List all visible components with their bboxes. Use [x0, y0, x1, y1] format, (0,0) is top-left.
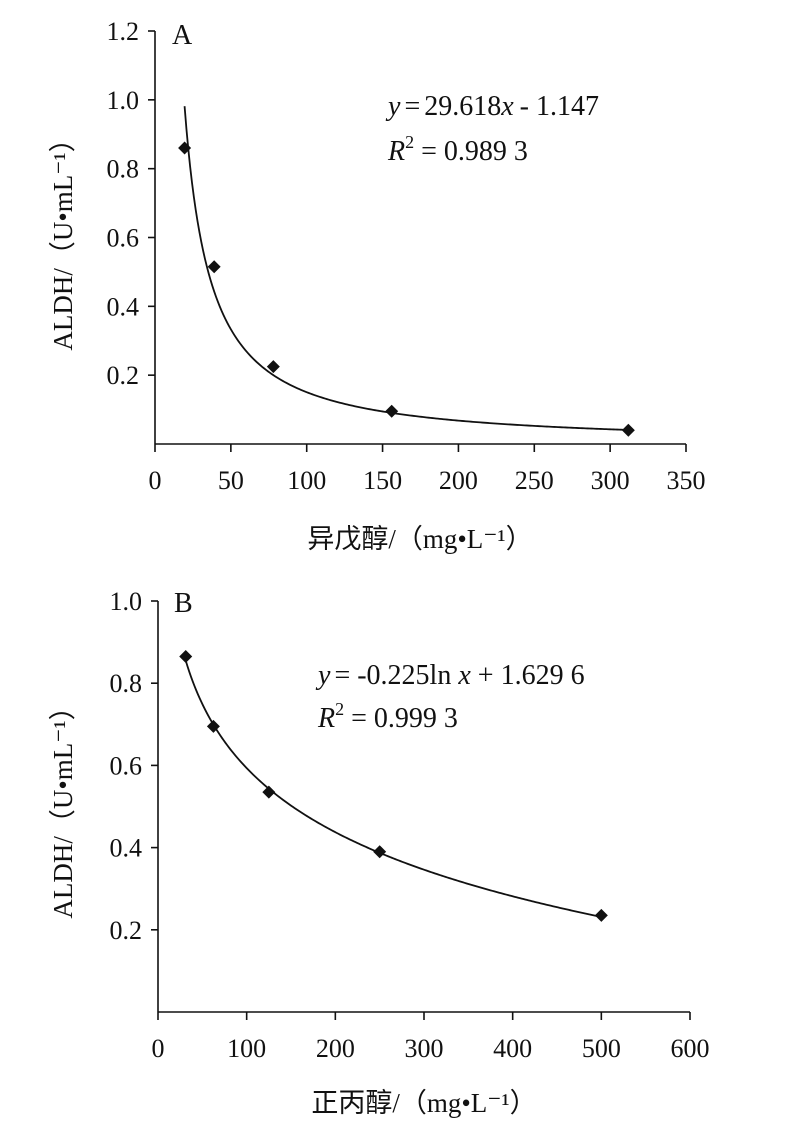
panel-a-x-tick-label: 200: [439, 466, 478, 495]
panel-a-axes: [148, 30, 687, 452]
panel-a-y-tick-labels: 0.2 0.4 0.6 0.8 1.0 1.2: [107, 17, 140, 390]
panel-a-x-tick-labels: 0 50 100 150 200 250 300 350: [149, 466, 706, 495]
panel-a-y-tick-label: 1.0: [107, 86, 140, 115]
panel-b-r-var: R: [317, 703, 335, 734]
panel-b-y-tick-label: 1.0: [110, 587, 143, 616]
panel-a-trendline: [183, 106, 629, 431]
panel-a-y-tick-label: 0.6: [107, 224, 140, 253]
panel-b-y-tick-label: 0.4: [110, 834, 143, 863]
panel-b-eq-y: y: [315, 660, 331, 691]
panel-a-x-tick-label: 100: [287, 466, 326, 495]
panel-b-data-point: [262, 785, 276, 799]
panel-a: 0.2 0.4 0.6 0.8 1.0 1.2 0 50 100 150 200 250 300 350…: [48, 17, 706, 554]
panel-b-data-point: [179, 649, 193, 663]
panel-b-eq-const: + 1.629 6: [471, 660, 585, 691]
panel-a-r-value: = 0.989 3: [414, 136, 528, 167]
panel-a-x-axis-title: 异戊醇/（mg•L⁻¹）: [307, 524, 532, 554]
panel-b-x-tick-label: 100: [227, 1034, 266, 1063]
panel-a-r-squared: R2 = 0.989 3: [387, 132, 528, 167]
panel-b-label: B: [174, 588, 193, 619]
panel-b-y-axis-title: ALDH/（U•mL⁻¹）: [48, 693, 78, 918]
panel-a-x-tick-label: 350: [667, 466, 706, 495]
panel-b-axes: [151, 600, 691, 1020]
panel-a-eq-coef: 29.618: [424, 91, 501, 122]
panel-a-y-tick-label: 0.8: [107, 155, 140, 184]
panel-a-y-tick-label: 1.2: [107, 17, 140, 46]
panel-a-r-var: R: [387, 136, 405, 167]
panel-b-x-axis-title: 正丙醇/（mg•L⁻¹）: [311, 1088, 536, 1118]
panel-a-label: A: [172, 20, 193, 51]
panel-b-eq-coef: -0.225ln: [350, 660, 458, 691]
panel-a-y-tick-label: 0.2: [107, 361, 140, 390]
panel-b-r-squared: R2 = 0.999 3: [317, 699, 458, 734]
panel-b-x-tick-labels: 0 100 200 300 400 500 600: [152, 1034, 710, 1063]
panel-a-eq-sign: =: [404, 91, 420, 122]
panel-a-x-tick-label: 150: [363, 466, 402, 495]
panel-a-y-tick-label: 0.4: [107, 292, 140, 321]
panel-a-data-point: [266, 360, 280, 374]
panel-b-data-point: [594, 908, 608, 922]
panel-a-r-sup: 2: [405, 132, 414, 152]
panel-b-y-tick-label: 0.2: [110, 916, 143, 945]
panel-a-equation: y = 29.618x - 1.147: [385, 91, 599, 122]
panel-b-trendline-path: [184, 660, 602, 918]
panel-a-eq-x: x: [500, 91, 514, 122]
panel-b-data-point: [206, 719, 220, 733]
panel-b-equation: y = -0.225ln x + 1.629 6: [315, 660, 585, 691]
panel-a-data-point: [385, 404, 399, 418]
panel-b: 0.20.40.60.81.0 0 100 200 300 400 500 600 B y =…: [48, 587, 710, 1118]
panel-b-y-tick-labels: 0.2 0.4 0.6 0.8 1.0: [110, 587, 143, 945]
panel-a-eq-y: y: [385, 91, 401, 122]
panel-a-data-points: [178, 141, 635, 437]
panel-b-eq-sign: =: [334, 660, 350, 691]
panel-b-eq-x: x: [457, 660, 471, 691]
panel-b-y-tick-label: 0.6: [110, 751, 143, 780]
panel-a-x-tick-label: 250: [515, 466, 554, 495]
panel-b-x-tick-label: 0: [152, 1034, 165, 1063]
panel-a-data-point: [207, 260, 221, 274]
panel-b-y-tick-label: 0.8: [110, 669, 143, 698]
panel-a-data-point: [621, 423, 635, 437]
panel-a-data-point: [178, 141, 192, 155]
panel-b-x-tick-label: 600: [671, 1034, 710, 1063]
panel-a-y-axis-title: ALDH/（U•mL⁻¹）: [48, 125, 78, 350]
panel-b-x-tick-label: 200: [316, 1034, 355, 1063]
panel-b-data-point: [373, 845, 387, 859]
panel-b-trendline: [184, 660, 602, 918]
panel-b-x-tick-label: 400: [493, 1034, 532, 1063]
panel-b-data-points: [179, 649, 608, 922]
panel-a-x-tick-label: 50: [218, 466, 244, 495]
panel-b-r-sup: 2: [335, 699, 344, 719]
panel-b-x-tick-label: 500: [582, 1034, 621, 1063]
panel-a-x-tick-label: 300: [591, 466, 630, 495]
panel-b-r-value: = 0.999 3: [344, 703, 458, 734]
panel-a-trendline-path: [183, 106, 629, 431]
panel-b-x-tick-label: 300: [405, 1034, 444, 1063]
panel-a-x-tick-label: 0: [149, 466, 162, 495]
panel-a-eq-exponent: - 1.147: [520, 91, 599, 122]
